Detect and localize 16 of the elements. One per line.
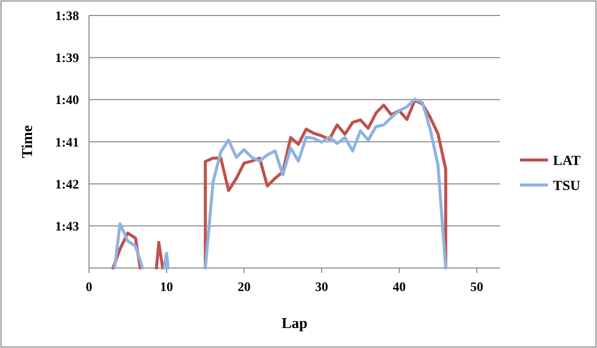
x-tick-label: 50 — [470, 279, 484, 294]
y-tick-label: 1:42 — [55, 176, 79, 192]
legend-label: TSU — [553, 178, 580, 194]
x-tick-label: 20 — [238, 279, 251, 294]
x-tick-label: 10 — [160, 279, 174, 294]
y-tick-label: 1:40 — [55, 92, 79, 108]
x-tick-label: 40 — [392, 279, 406, 294]
y-tick-label: 1:38 — [55, 8, 80, 24]
x-axis-title: Lap — [282, 316, 308, 332]
y-tick-label: 1:41 — [55, 134, 79, 150]
y-tick-label: 1:43 — [55, 218, 80, 234]
y-tick-label: 1:39 — [55, 50, 80, 66]
legend-label: LAT — [553, 154, 582, 169]
x-tick-label: 30 — [315, 279, 328, 294]
x-tick-label: 0 — [86, 279, 92, 294]
y-axis-title: Time — [20, 124, 36, 158]
